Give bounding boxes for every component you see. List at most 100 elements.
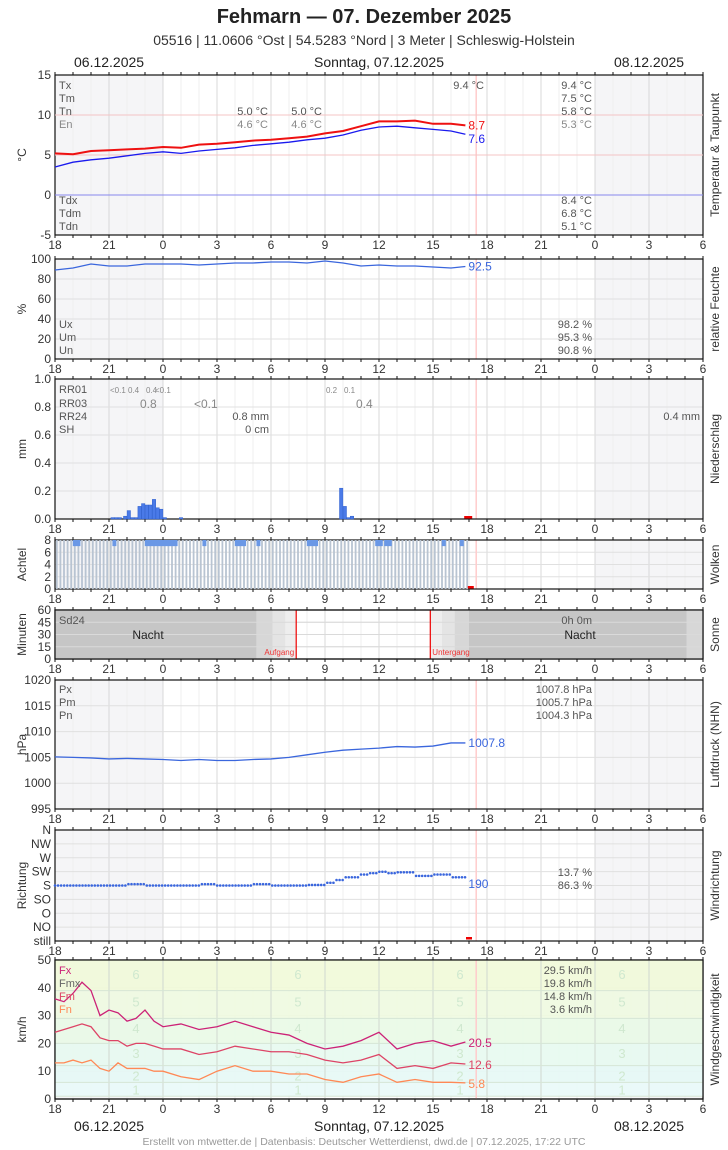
x-tick-label: 6 [268, 238, 275, 252]
x-tick-label: 12 [372, 592, 386, 606]
x-tick-label: 0 [160, 238, 167, 252]
rr01-value: 0.4 [128, 386, 140, 395]
x-tick-label: 15 [426, 1102, 440, 1116]
panel-title: Wolken [708, 545, 722, 585]
x-tick-label: 18 [480, 592, 494, 606]
precip-bar [126, 510, 131, 520]
stat-label: Tdx [59, 195, 78, 207]
y-tick-label: 30 [38, 1009, 52, 1023]
wind-direction-dot [136, 882, 139, 886]
precip-bar [342, 506, 347, 520]
stat-value: 3.6 km/h [550, 1004, 592, 1016]
x-tick-label: 12 [372, 238, 386, 252]
y-tick-label: 0.4 [34, 456, 51, 470]
wind-direction-dot [390, 871, 393, 875]
series-line [54, 125, 466, 168]
x-tick-label: 21 [102, 592, 116, 606]
wind-direction-dot [427, 874, 430, 878]
wind-direction-dot [368, 871, 372, 875]
stat-value: 14.8 km/h [544, 991, 592, 1003]
x-tick-label: 18 [48, 1102, 62, 1116]
precip-bar [346, 517, 351, 520]
stat-value: 29.5 km/h [544, 965, 592, 977]
wind-direction-dot [99, 884, 103, 887]
wind-direction-dot [225, 884, 228, 887]
wind-direction-dot [261, 882, 265, 886]
x-tick-label: 6 [700, 1102, 707, 1116]
x-tick-label: 3 [214, 662, 221, 676]
wind-direction-dot [411, 871, 415, 874]
wind-direction-dot [87, 884, 90, 887]
wind-direction-dot [148, 884, 152, 887]
cloud-gap [72, 540, 77, 547]
wind-direction-dot [359, 873, 363, 876]
x-tick-label: 21 [102, 944, 116, 958]
x-tick-label: 15 [426, 238, 440, 252]
x-tick-label: 12 [372, 1102, 386, 1116]
cloud-gap [152, 540, 156, 547]
x-tick-label: 18 [48, 662, 62, 676]
precip-bar [141, 503, 146, 520]
cloud-gap [375, 540, 380, 547]
x-tick-label: 0 [592, 944, 599, 958]
wind-direction-dot [188, 884, 191, 887]
cloud-gap [314, 540, 318, 547]
wind-direction-dot [53, 884, 57, 887]
x-tick-label: 3 [646, 1102, 653, 1116]
x-tick-label: 0 [160, 662, 167, 676]
x-tick-label: 18 [480, 238, 494, 252]
series-line [55, 1059, 466, 1084]
series-line [54, 1023, 466, 1070]
x-tick-label: 3 [646, 362, 653, 376]
panel-luftdruck-nhn- [54, 677, 704, 812]
y-tick-label: 995 [31, 802, 51, 816]
wind-direction-dot [212, 882, 216, 886]
x-tick-label: 0 [592, 592, 599, 606]
stat-value: 9.4 °C [453, 80, 484, 92]
wind-direction-dot [405, 871, 409, 874]
x-tick-label: 15 [426, 662, 440, 676]
rr03-value: <0.1 [194, 397, 218, 411]
x-tick-label: 18 [48, 362, 62, 376]
y-tick-label: 60 [38, 603, 52, 617]
beaufort-label: 2 [456, 1068, 463, 1083]
y-tick-label: 8 [44, 533, 51, 547]
wind-direction-dot [289, 884, 292, 887]
wind-direction-dot [304, 884, 308, 887]
footer-date-center: Sonntag, 07.12.2025 [313, 1118, 444, 1134]
sunset-label: Untergang [432, 648, 469, 657]
rr01-value: <0.1 [155, 386, 171, 395]
x-tick-label: 3 [214, 238, 221, 252]
wind-direction-dot [371, 871, 375, 875]
wind-direction-dot [197, 884, 201, 887]
precip-bar [144, 504, 149, 520]
night-label: Nacht [564, 628, 596, 642]
x-tick-label: 6 [268, 592, 275, 606]
wind-direction-dot [433, 873, 436, 876]
rr01-value: 0.1 [344, 386, 356, 395]
beaufort-label: 1 [294, 1082, 301, 1097]
precip-bar [110, 517, 115, 520]
x-tick-label: 6 [268, 944, 275, 958]
last-value-label: 190 [468, 877, 488, 891]
y-tick-label: 10 [38, 1064, 52, 1078]
x-tick-label: 21 [534, 592, 548, 606]
x-tick-label: 3 [646, 662, 653, 676]
y-axis-label: Richtung [15, 862, 29, 909]
y-tick-label: 2 [44, 570, 51, 584]
x-tick-label: 18 [480, 522, 494, 536]
cloud-gap [459, 540, 464, 547]
wind-direction-dot [160, 884, 164, 887]
cloud-gap [310, 540, 315, 547]
y-tick-label: 80 [38, 272, 52, 286]
panel-title: Windgeschwindigkeit [708, 973, 722, 1086]
y-tick-label: 50 [38, 953, 52, 967]
wind-direction-dot [234, 884, 237, 887]
wind-direction-dot [463, 875, 467, 879]
y-tick-label: 5 [44, 148, 51, 162]
y-tick-label: 4 [44, 558, 51, 572]
wind-direction-dot [231, 884, 234, 887]
precip-bar [159, 508, 164, 520]
footer-date-right: 08.12.2025 [614, 1118, 685, 1134]
beaufort-label: 6 [618, 967, 625, 982]
